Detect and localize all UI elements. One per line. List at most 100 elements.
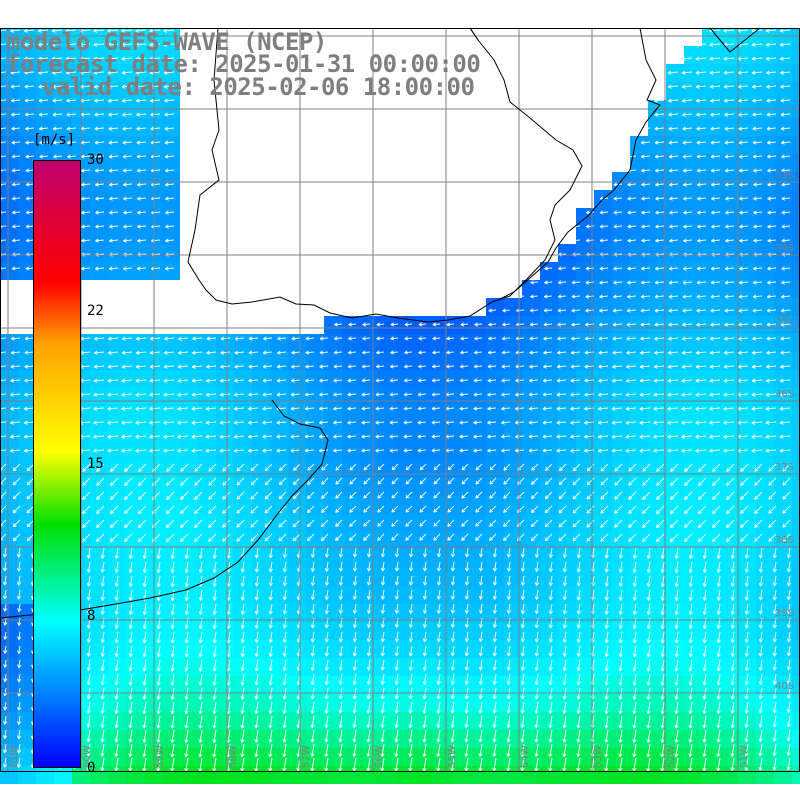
wind-cell <box>792 244 800 262</box>
wind-cell <box>270 352 288 370</box>
wind-cell <box>324 676 342 694</box>
wind-cell <box>306 388 324 406</box>
wind-cell <box>774 568 792 586</box>
wind-arrow <box>654 141 665 144</box>
wind-arrow <box>0 183 7 186</box>
wind-arrow-head <box>724 154 729 158</box>
wind-arrow-head <box>779 42 784 46</box>
wind-cell <box>774 730 792 748</box>
wind-cell <box>612 640 630 658</box>
wind-arrow-head <box>710 266 715 270</box>
wind-arrow <box>25 169 35 172</box>
wind-arrow <box>600 211 609 214</box>
wind-arrow <box>599 239 609 242</box>
wind-cell <box>180 370 198 388</box>
wind-cell <box>576 604 594 622</box>
wind-arrow-head <box>12 184 16 187</box>
wind-arrow-head <box>753 224 757 228</box>
wind-arrow <box>530 309 539 312</box>
wind-arrow-head <box>668 296 673 299</box>
wind-arrow-head <box>753 212 758 215</box>
wind-cell <box>450 676 468 694</box>
wind-cell <box>0 82 18 100</box>
wind-cell <box>468 712 486 730</box>
wind-arrow-head <box>121 30 125 33</box>
wind-arrow-head <box>779 30 784 33</box>
wind-cell <box>18 568 36 586</box>
wind-cell <box>108 568 126 586</box>
wind-arrow-head <box>137 238 141 242</box>
wind-arrow <box>65 43 77 46</box>
wind-arrow <box>711 183 721 186</box>
wind-cell <box>162 244 180 262</box>
wind-arrow-head <box>641 280 645 284</box>
wind-cell <box>162 496 180 514</box>
wind-cell <box>594 226 612 244</box>
wind-cell <box>216 550 234 568</box>
wind-cell <box>126 64 144 82</box>
wind-arrow-head <box>780 70 784 74</box>
wind-cell <box>162 226 180 244</box>
wind-arrow <box>752 113 763 116</box>
wind-arrow <box>766 71 777 74</box>
wind-arrow <box>766 127 777 130</box>
wind-cell <box>594 694 612 712</box>
wind-arrow <box>543 323 553 326</box>
wind-arrow <box>669 155 679 158</box>
wind-arrow-head <box>780 86 784 89</box>
wind-cell <box>468 532 486 550</box>
wind-arrow <box>108 141 119 144</box>
wind-cell <box>126 172 144 190</box>
wind-cell <box>594 712 612 730</box>
wind-arrow-head <box>530 282 534 285</box>
wind-arrow <box>121 71 133 74</box>
wind-cell <box>666 388 684 406</box>
wind-cell <box>126 604 144 622</box>
wind-arrow <box>723 29 735 32</box>
wind-cell <box>90 334 108 352</box>
wind-cell <box>702 370 720 388</box>
wind-arrow <box>781 281 791 284</box>
wind-cell <box>324 388 342 406</box>
wind-arrow-head <box>163 28 167 32</box>
wind-arrow <box>93 43 105 46</box>
wind-arrow <box>12 225 21 228</box>
wind-arrow-head <box>544 252 548 256</box>
wind-arrow <box>682 113 693 116</box>
wind-cell <box>504 658 522 676</box>
wind-cell <box>684 676 702 694</box>
wind-cell <box>738 460 756 478</box>
wind-arrow-head <box>627 198 632 201</box>
wind-cell <box>594 280 612 298</box>
wind-arrow <box>81 183 91 186</box>
wind-cell <box>486 514 504 532</box>
wind-cell <box>684 118 702 136</box>
wind-arrow-head <box>0 184 2 187</box>
wind-arrow-head <box>530 296 534 299</box>
wind-cell <box>612 442 630 460</box>
wind-arrow <box>94 71 105 74</box>
wind-cell <box>342 550 360 568</box>
wind-cell <box>162 712 180 730</box>
wind-arrow-head <box>669 184 673 187</box>
wind-arrow-head <box>24 30 28 33</box>
wind-arrow <box>781 225 791 228</box>
wind-cell <box>270 424 288 442</box>
wind-cell <box>216 640 234 658</box>
wind-arrow <box>737 29 749 32</box>
wind-cell <box>162 478 180 496</box>
wind-cell <box>126 658 144 676</box>
wind-cell <box>738 622 756 640</box>
wind-cell <box>144 262 162 280</box>
wind-arrow-head <box>10 56 14 60</box>
wind-arrow <box>95 225 105 228</box>
wind-cell <box>108 478 126 496</box>
wind-cell <box>324 748 342 766</box>
wind-arrow <box>136 127 147 130</box>
wind-arrow <box>516 295 525 298</box>
wind-arrow <box>65 29 77 32</box>
wind-cell <box>756 424 774 442</box>
wind-cell <box>198 658 216 676</box>
wind-arrow <box>26 225 35 228</box>
